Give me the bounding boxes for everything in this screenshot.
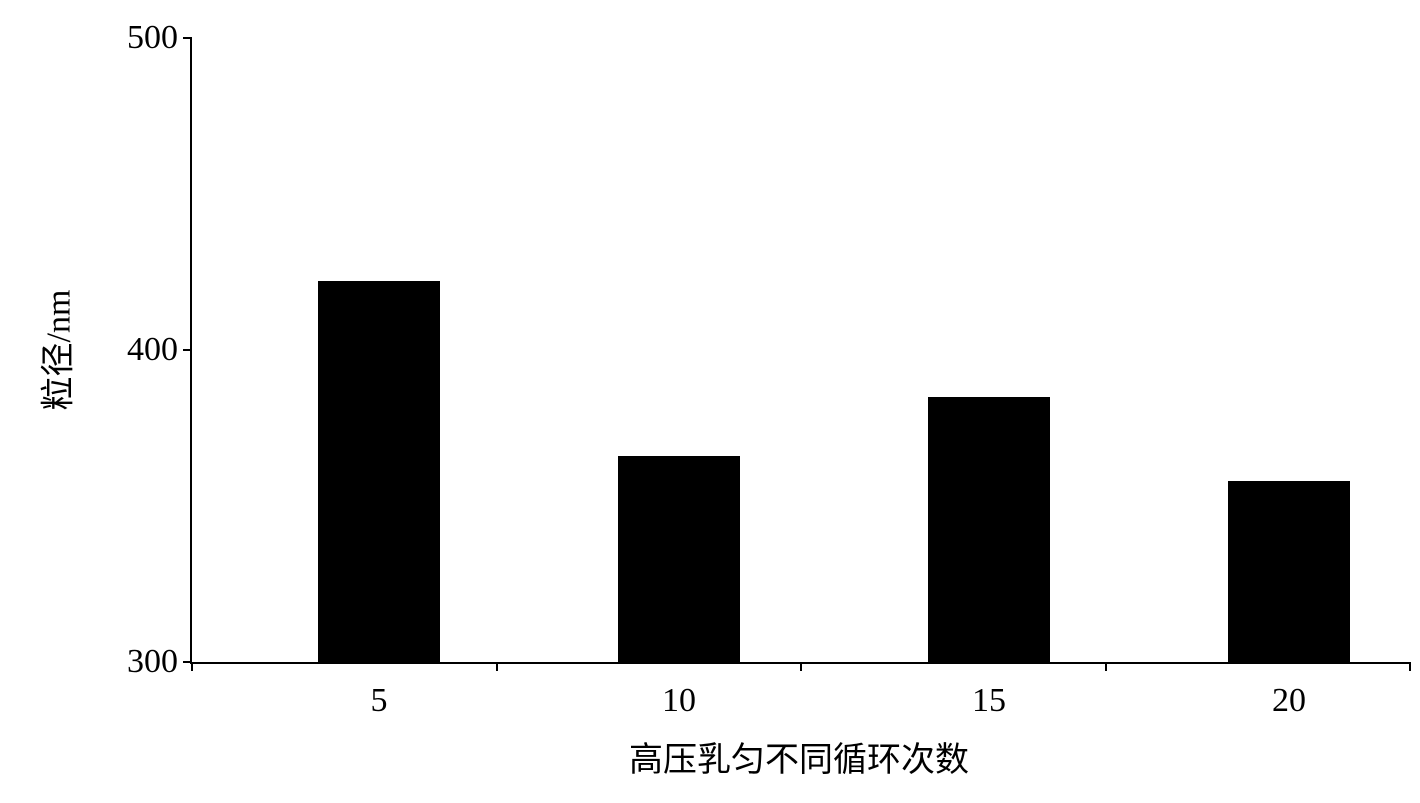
bar [928, 397, 1050, 662]
y-tick-label: 400 [127, 331, 192, 369]
bar [618, 456, 740, 662]
x-tick-mark [800, 662, 802, 671]
bar [318, 281, 440, 662]
chart-container: 3004005005101520 粒径/nm 高压乳匀不同循环次数 [0, 0, 1420, 803]
x-tick-label: 10 [662, 662, 696, 720]
bar [1228, 481, 1350, 662]
x-tick-mark [496, 662, 498, 671]
y-axis-label: 粒径/nm [31, 290, 80, 411]
y-tick-label: 300 [127, 643, 192, 681]
x-axis-label: 高压乳匀不同循环次数 [629, 732, 969, 781]
x-tick-mark [1105, 662, 1107, 671]
y-tick-label: 500 [127, 19, 192, 57]
x-tick-label: 20 [1272, 662, 1306, 720]
plot-area: 3004005005101520 [190, 38, 1410, 664]
x-tick-mark [1409, 662, 1411, 671]
x-tick-label: 5 [371, 662, 388, 720]
x-tick-mark [191, 662, 193, 671]
x-tick-label: 15 [972, 662, 1006, 720]
